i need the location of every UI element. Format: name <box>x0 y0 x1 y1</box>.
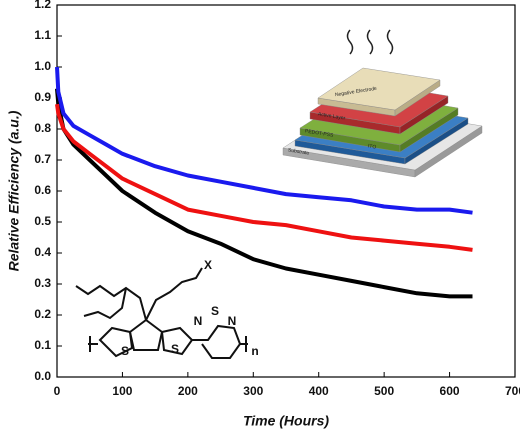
y-tick-label: 0.2 <box>34 307 51 321</box>
atom-label: S <box>121 344 129 358</box>
layer-label: Substrate <box>287 147 309 156</box>
layer-label: Active Layer <box>317 111 345 121</box>
y-tick-label: 1.2 <box>34 0 51 11</box>
ring <box>192 324 242 359</box>
y-tick-label: 0.3 <box>34 276 51 290</box>
y-axis-title: Relative Efficiency (a.u.) <box>6 110 22 271</box>
atom-label: S <box>211 304 219 318</box>
y-tick-label: 0.4 <box>34 245 51 259</box>
ring <box>160 326 194 356</box>
layer-label: PEDOT-PSS <box>304 128 334 139</box>
atom-label: N <box>194 314 203 328</box>
series-line <box>55 103 473 252</box>
heat-waves <box>346 29 394 55</box>
x-tick-label: 400 <box>309 384 329 398</box>
x-tick-label: 100 <box>112 384 132 398</box>
x-axis-title: Time (Hours) <box>243 413 329 429</box>
atom-label: S <box>171 342 179 356</box>
alkyl-chain <box>145 267 203 321</box>
x-tick-label: 0 <box>54 384 61 398</box>
x-tick-label: 600 <box>440 384 460 398</box>
y-tick-label: 0.7 <box>34 152 51 166</box>
y-tick-label: 0.8 <box>34 121 51 135</box>
series-line <box>55 66 473 215</box>
ring <box>128 318 164 351</box>
y-tick-label: 0.6 <box>34 183 51 197</box>
y-tick-label: 0.1 <box>34 338 51 352</box>
device-stack <box>282 67 483 178</box>
electrode-top <box>317 67 441 111</box>
wave <box>386 29 394 55</box>
x-tick-label: 700 <box>505 384 520 398</box>
atom-label: N <box>228 314 237 328</box>
wave <box>346 29 354 55</box>
wave <box>366 29 374 55</box>
atom-label: n <box>251 344 258 358</box>
y-tick-label: 0.9 <box>34 90 51 104</box>
x-tick-label: 200 <box>178 384 198 398</box>
y-tick-label: 0.0 <box>34 369 51 383</box>
y-tick-label: 1.1 <box>34 28 51 42</box>
x-tick-label: 300 <box>243 384 263 398</box>
chemical-structure <box>75 267 248 359</box>
bracket <box>88 336 248 352</box>
x-tick-label: 500 <box>374 384 394 398</box>
atom-label: X <box>204 258 212 272</box>
alkyl-chain <box>75 284 147 321</box>
y-tick-label: 1.0 <box>34 59 51 73</box>
layer-label: ITO <box>367 143 376 150</box>
y-tick-label: 0.5 <box>34 214 51 228</box>
